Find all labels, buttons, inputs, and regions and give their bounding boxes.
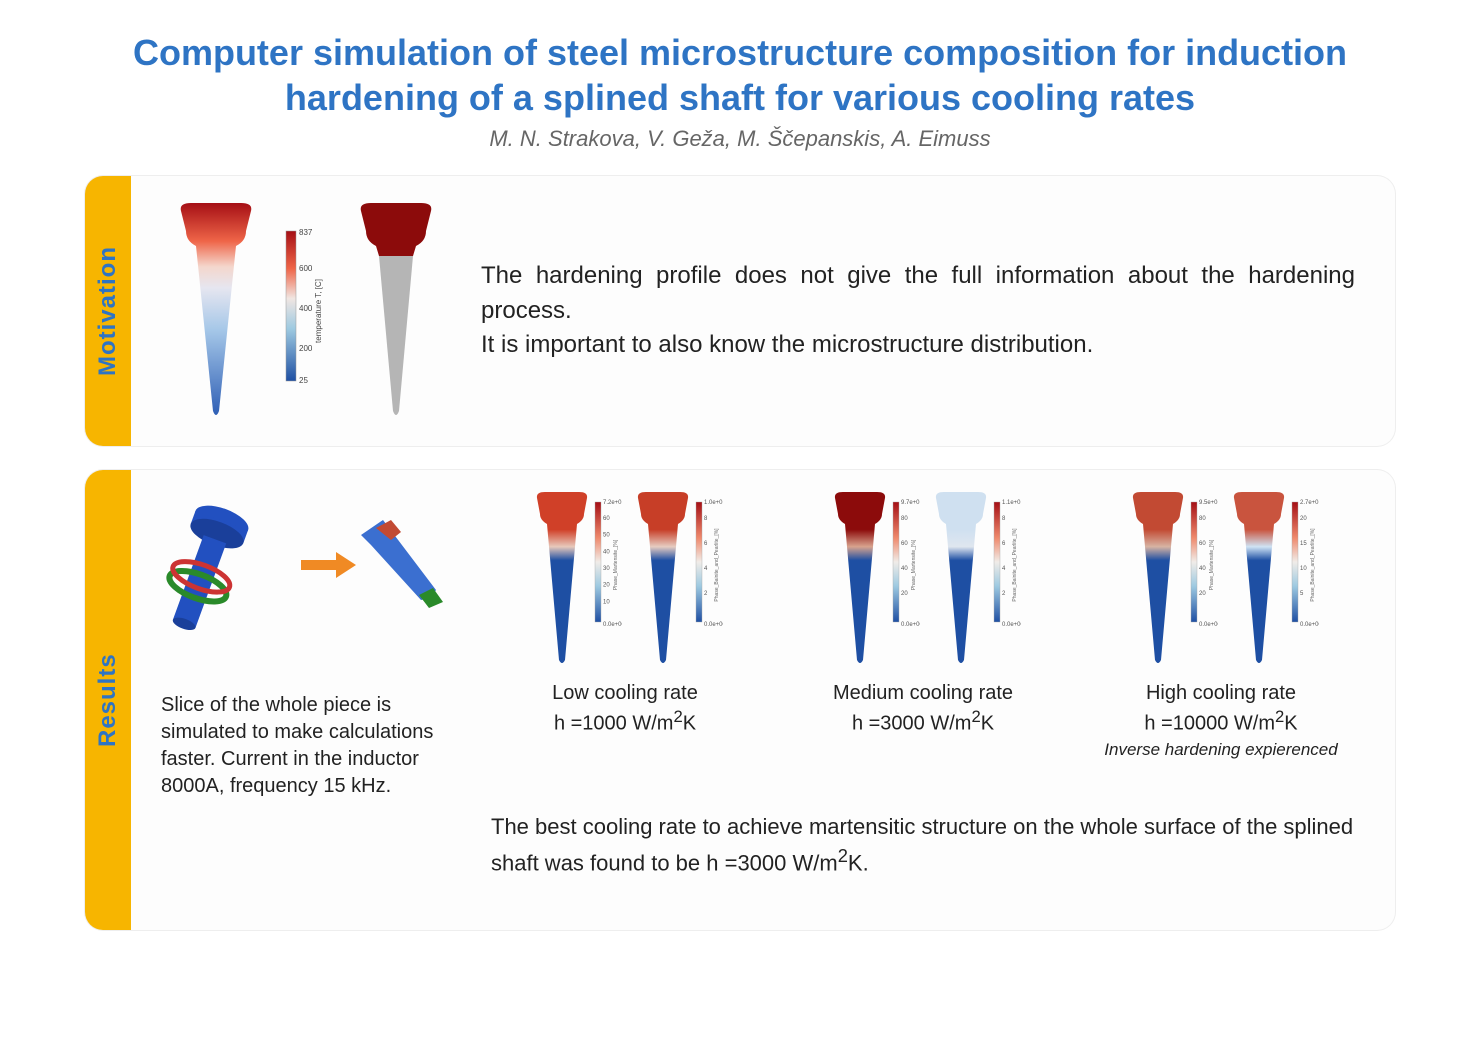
rate-groups: 7.2e+01 60 50 40 30 20 10 0.0e+00 Phase_Marte… <box>481 490 1365 761</box>
temperature-colorbar: 837 600 400 200 25 temperature T, [C] <box>281 211 331 411</box>
svg-text:400: 400 <box>299 304 313 313</box>
results-panel: Results <box>85 470 1395 930</box>
svg-text:50: 50 <box>603 533 610 539</box>
svg-text:200: 200 <box>299 344 313 353</box>
svg-text:Phase_Bainite_and_Pearlite_[%]: Phase_Bainite_and_Pearlite_[%] <box>1310 528 1316 602</box>
rate-figs-0: 7.2e+01 60 50 40 30 20 10 0.0e+00 Phase_Marte… <box>527 490 723 670</box>
svg-text:10: 10 <box>1300 566 1307 572</box>
svg-text:0.0e+00: 0.0e+00 <box>603 622 622 628</box>
rate-group-0: 7.2e+01 60 50 40 30 20 10 0.0e+00 Phase_Marte… <box>481 490 769 761</box>
rate-figs-1: 9.7e+01 80 60 40 20 0.0e+00 Phase_Martensit… <box>825 490 1021 670</box>
svg-text:2.7e+01: 2.7e+01 <box>1300 500 1319 506</box>
rate-figs-2: 9.5e+01 80 60 40 20 0.0e+00 Phase_Martensit… <box>1123 490 1319 670</box>
svg-text:10: 10 <box>603 599 610 605</box>
svg-text:40: 40 <box>603 549 610 555</box>
svg-text:0.0e+00: 0.0e+00 <box>1300 622 1319 628</box>
rate-caption-1: Medium cooling rateh =3000 W/m2K <box>833 680 1013 737</box>
geometry-caption: Slice of the whole piece is simulated to… <box>161 692 461 800</box>
svg-text:15: 15 <box>1300 541 1307 547</box>
svg-text:20: 20 <box>1199 591 1206 597</box>
svg-text:Phase_Martensite_[%]: Phase_Martensite_[%] <box>911 539 917 590</box>
motivation-line1: The hardening profile does not give the … <box>481 262 1355 324</box>
svg-text:0.0e+00: 0.0e+00 <box>704 622 723 628</box>
rate-caption-2: High cooling rateh =10000 W/m2K Inverse … <box>1104 680 1337 761</box>
svg-text:80: 80 <box>901 516 908 522</box>
geometry-sketch <box>161 490 461 680</box>
page-title: Computer simulation of steel microstruct… <box>80 30 1400 120</box>
svg-text:8: 8 <box>1002 516 1006 522</box>
conclusion-text: The best cooling rate to achieve martens… <box>161 812 1365 879</box>
svg-text:837: 837 <box>299 228 313 237</box>
svg-text:0.0e+00: 0.0e+00 <box>901 622 920 628</box>
motivation-tab: Motivation <box>85 176 131 446</box>
svg-text:2: 2 <box>704 591 708 597</box>
arrow-icon <box>301 552 356 578</box>
svg-text:20: 20 <box>603 583 610 589</box>
svg-text:60: 60 <box>901 541 908 547</box>
svg-text:20: 20 <box>901 591 908 597</box>
svg-text:9.5e+01: 9.5e+01 <box>1199 500 1218 506</box>
svg-text:8: 8 <box>704 516 708 522</box>
svg-text:6: 6 <box>704 541 708 547</box>
svg-text:30: 30 <box>603 566 610 572</box>
svg-text:1.1e+01: 1.1e+01 <box>1002 500 1021 506</box>
rate-group-2: 9.5e+01 80 60 40 20 0.0e+00 Phase_Martensit… <box>1077 490 1365 761</box>
svg-text:60: 60 <box>603 516 610 522</box>
svg-text:2: 2 <box>1002 591 1006 597</box>
motivation-figures: 837 600 400 200 25 temperature T, [C] <box>161 201 451 421</box>
svg-text:4: 4 <box>1002 566 1006 572</box>
svg-text:7.2e+01: 7.2e+01 <box>603 500 622 506</box>
authors: M. N. Strakova, V. Geža, M. Ščepanskis, … <box>0 126 1480 152</box>
geometry-block: Slice of the whole piece is simulated to… <box>161 490 461 800</box>
svg-text:40: 40 <box>1199 566 1206 572</box>
rate-caption-0: Low cooling rateh =1000 W/m2K <box>552 680 698 737</box>
rate-group-1: 9.7e+01 80 60 40 20 0.0e+00 Phase_Martensit… <box>779 490 1067 761</box>
svg-text:temperature T, [C]: temperature T, [C] <box>314 279 323 343</box>
svg-text:9.7e+01: 9.7e+01 <box>901 500 920 506</box>
svg-text:1.0e+01: 1.0e+01 <box>704 500 723 506</box>
svg-text:Phase_Bainite_and_Pearlite_[%]: Phase_Bainite_and_Pearlite_[%] <box>714 528 720 602</box>
motivation-panel: Motivation <box>85 176 1395 446</box>
svg-text:0.0e+00: 0.0e+00 <box>1199 622 1218 628</box>
motivation-line2: It is important to also know the microst… <box>481 331 1093 358</box>
svg-text:0.0e+00: 0.0e+00 <box>1002 622 1021 628</box>
svg-text:4: 4 <box>704 566 708 572</box>
motivation-text: The hardening profile does not give the … <box>481 259 1365 363</box>
tooth-temperature <box>161 201 271 421</box>
svg-text:60: 60 <box>1199 541 1206 547</box>
svg-text:20: 20 <box>1300 516 1307 522</box>
results-tab: Results <box>85 470 131 930</box>
svg-text:6: 6 <box>1002 541 1006 547</box>
svg-text:80: 80 <box>1199 516 1206 522</box>
svg-text:600: 600 <box>299 264 313 273</box>
svg-text:5: 5 <box>1300 591 1304 597</box>
svg-text:25: 25 <box>299 376 308 385</box>
svg-text:Phase_Martensite_[%]: Phase_Martensite_[%] <box>613 539 619 590</box>
svg-text:Phase_Bainite_and_Pearlite_[%]: Phase_Bainite_and_Pearlite_[%] <box>1012 528 1018 602</box>
svg-text:40: 40 <box>901 566 908 572</box>
tooth-binary <box>341 201 451 421</box>
svg-text:Phase_Martensite_[%]: Phase_Martensite_[%] <box>1209 539 1215 590</box>
